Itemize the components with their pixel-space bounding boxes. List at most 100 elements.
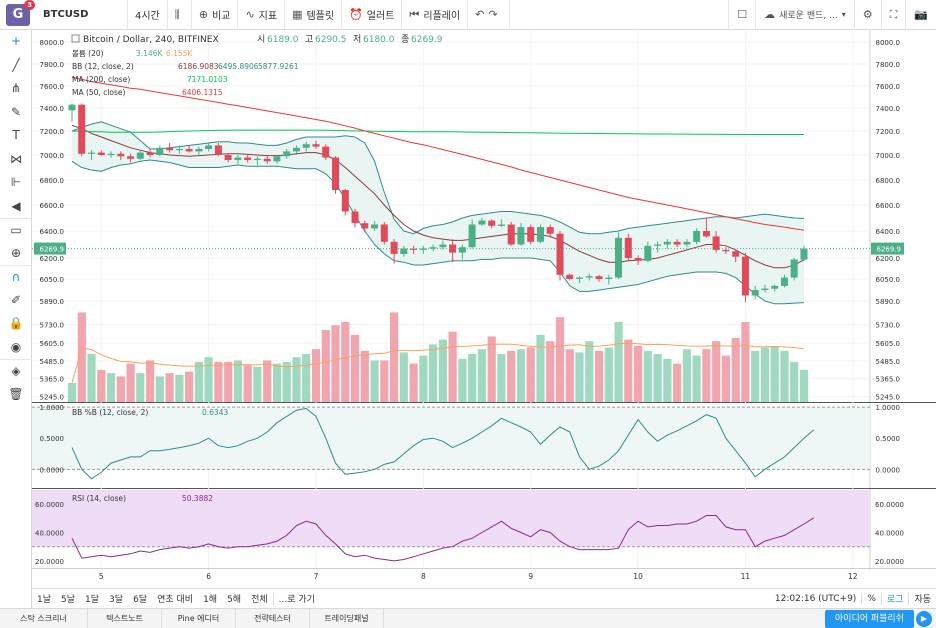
- range-button[interactable]: 연초 대비: [157, 595, 194, 605]
- bb-legend-label: BB (12, close, 2): [72, 62, 134, 71]
- timezone-clock[interactable]: 12:02:16 (UTC+9): [774, 593, 857, 604]
- symbol-name: BTCUSD: [43, 9, 89, 20]
- lock-icon[interactable]: 🔒: [8, 316, 24, 330]
- ma50-legend-value: 6406.1315: [182, 88, 223, 97]
- settings-button[interactable]: ⚙: [853, 0, 881, 30]
- volume-bar: [282, 362, 291, 402]
- range-button[interactable]: 6달: [133, 595, 148, 605]
- compare-button[interactable]: ⊕ 비교: [192, 0, 239, 30]
- price-tick-label: 7000.0: [876, 152, 901, 160]
- volume-bar: [253, 366, 262, 402]
- panel-tab[interactable]: 텍스트노트: [88, 608, 162, 628]
- candle-body: [478, 220, 486, 225]
- crosshair-icon[interactable]: +: [10, 34, 22, 48]
- magnet-icon[interactable]: ∩: [0, 265, 32, 289]
- fullscreen-button[interactable]: ⛶: [880, 0, 906, 30]
- play-icon[interactable]: ▶: [916, 610, 932, 627]
- time-tick-label: 11: [741, 572, 751, 581]
- panel-tab[interactable]: 전략테스터: [236, 608, 310, 628]
- volume-bar: [731, 338, 740, 402]
- auto-scale-toggle[interactable]: 자동: [908, 592, 936, 605]
- eye-icon[interactable]: ◉: [10, 339, 22, 354]
- candle-body: [205, 145, 213, 149]
- candle-body: [185, 149, 193, 152]
- candle-body: [683, 241, 691, 245]
- percent-scale-toggle[interactable]: %: [861, 593, 881, 604]
- replay-button[interactable]: ⏮ 리플레이: [402, 0, 469, 30]
- trend-line-icon[interactable]: ╱: [12, 57, 20, 72]
- panel-tab[interactable]: Pine 에디터: [162, 608, 236, 628]
- panel-tab[interactable]: 트레이딩패널: [310, 608, 384, 628]
- range-button[interactable]: 5해: [227, 595, 242, 605]
- templates-button[interactable]: ▦ 템플릿: [285, 0, 343, 30]
- volume-bar: [643, 350, 652, 402]
- indicators-label: 지표: [258, 11, 278, 22]
- bbpct-tick-label-left: 0.0000: [40, 466, 65, 474]
- candle-body: [644, 245, 652, 261]
- ruler-icon[interactable]: ▭: [0, 218, 32, 242]
- rsi-tick-label: 40.0000: [875, 530, 904, 538]
- volume-bar: [97, 370, 106, 402]
- volume-ma-line: [71, 342, 805, 383]
- chevron-down-icon: ▾: [841, 10, 846, 19]
- range-button[interactable]: 전체: [251, 595, 268, 605]
- range-button[interactable]: 1날: [37, 595, 52, 605]
- range-button[interactable]: 3달: [109, 595, 124, 605]
- volume-bar: [614, 322, 623, 402]
- volume-bar: [468, 354, 477, 402]
- candle-body: [214, 145, 222, 155]
- alerts-button[interactable]: ⏰ 얼러트: [342, 0, 403, 30]
- candle-style-button[interactable]: ⫼: [168, 0, 192, 30]
- snapshot-button[interactable]: 📷: [905, 0, 936, 30]
- drawing-mode-icon[interactable]: ✐: [10, 292, 22, 307]
- volume-bar: [380, 360, 389, 402]
- prediction-icon[interactable]: ⊩: [10, 175, 22, 189]
- interval-selector[interactable]: 4시간: [128, 0, 168, 30]
- goto-date-button[interactable]: ...로 가기: [272, 592, 320, 605]
- chart-area[interactable]: 8000.0 8000.0 7800.0 7800.0 7600.0 7600.0 7400…: [32, 30, 936, 588]
- volume-bar: [634, 346, 643, 402]
- layout-toggle-button[interactable]: ☐: [728, 0, 755, 30]
- candle-body: [127, 156, 134, 159]
- time-tick-label: 10: [633, 572, 643, 581]
- arrow-left-icon[interactable]: ◀: [11, 198, 21, 213]
- range-button[interactable]: 1달: [85, 595, 100, 605]
- candle-body: [771, 285, 779, 289]
- redo-icon: ↷: [488, 8, 498, 21]
- logo-letter: G: [12, 6, 24, 22]
- candle-body: [166, 147, 174, 151]
- indicators-button[interactable]: ∿ 지표: [238, 0, 286, 30]
- log-scale-toggle[interactable]: 로그: [880, 592, 909, 605]
- layers-icon[interactable]: ◈: [0, 359, 32, 383]
- rsi-line: [71, 515, 815, 562]
- candle-body: [781, 277, 788, 286]
- candle-body: [634, 258, 642, 261]
- volume-bar: [770, 346, 779, 402]
- bbpct-tick-label-left: 1.0000: [40, 404, 65, 412]
- candle-body: [107, 153, 115, 155]
- zoom-in-icon[interactable]: ⊕: [10, 245, 22, 260]
- volume-bar: [751, 350, 760, 402]
- range-button[interactable]: 5날: [61, 595, 76, 605]
- volume-bar: [516, 349, 526, 402]
- candle-body: [88, 152, 95, 154]
- candle-body: [312, 144, 320, 147]
- bbpct-band-fill: [32, 407, 870, 470]
- candle-body: [97, 152, 105, 155]
- layout-selector[interactable]: ☁ 새로운 밴드, ... ▾: [755, 0, 854, 30]
- range-button[interactable]: 1해: [203, 595, 218, 605]
- symbol-search[interactable]: BTCUSD: [36, 0, 128, 30]
- pitchfork-icon[interactable]: ⋔: [10, 81, 22, 95]
- volume-bar: [565, 349, 574, 402]
- undo-button[interactable]: ↶ ↷: [468, 0, 510, 30]
- brush-icon[interactable]: ✎: [10, 104, 22, 119]
- candle-body: [595, 276, 603, 279]
- pattern-icon[interactable]: ⋈: [10, 151, 22, 166]
- candle-body: [244, 157, 252, 160]
- candle-body: [273, 156, 281, 162]
- text-icon[interactable]: T: [12, 128, 20, 142]
- trash-icon[interactable]: 🗑: [8, 386, 24, 401]
- publish-idea-button[interactable]: 아이디어 퍼블리쉬: [824, 609, 914, 628]
- panel-tab[interactable]: 스탁 스크리너: [0, 608, 88, 628]
